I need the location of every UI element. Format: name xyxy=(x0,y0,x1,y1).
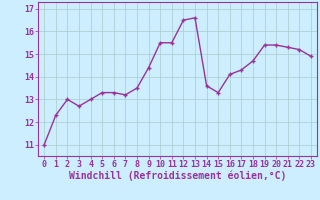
X-axis label: Windchill (Refroidissement éolien,°C): Windchill (Refroidissement éolien,°C) xyxy=(69,171,286,181)
